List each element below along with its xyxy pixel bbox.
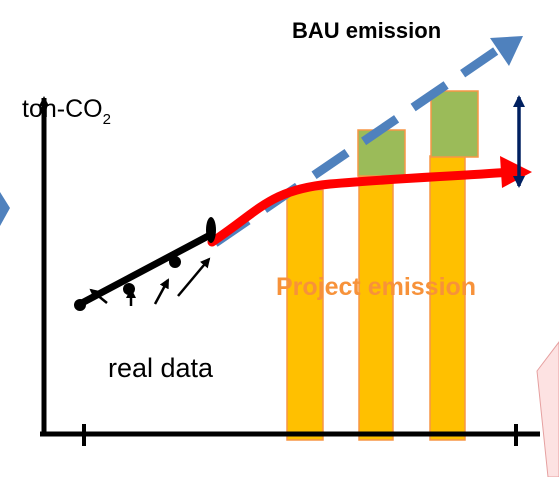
pointer-arrow <box>89 288 108 304</box>
reduction-block-3 <box>430 90 479 158</box>
data-point <box>169 256 181 268</box>
real-data-label: real data <box>108 353 214 383</box>
y-axis-label: ton-CO2 <box>22 95 111 128</box>
project-line <box>207 167 515 247</box>
partial-arrow-shape <box>0 192 10 226</box>
real-data-end-cap <box>206 217 216 243</box>
bau-emission-label: BAU emission <box>292 18 441 43</box>
bar-2 <box>358 175 394 441</box>
bars <box>286 90 479 441</box>
real-data-line <box>76 230 216 308</box>
bar-1 <box>286 189 324 441</box>
pointer-arrow <box>153 278 170 305</box>
project-arrowhead <box>500 156 532 188</box>
data-point <box>74 299 86 311</box>
callout-box <box>536 341 559 477</box>
data-point <box>123 283 135 295</box>
bar-3 <box>429 155 466 441</box>
project-emission-label: Project emission <box>276 273 476 301</box>
real-data-pointers <box>89 257 211 306</box>
pointer-arrow <box>177 257 211 297</box>
bau-arrowhead <box>490 36 523 66</box>
